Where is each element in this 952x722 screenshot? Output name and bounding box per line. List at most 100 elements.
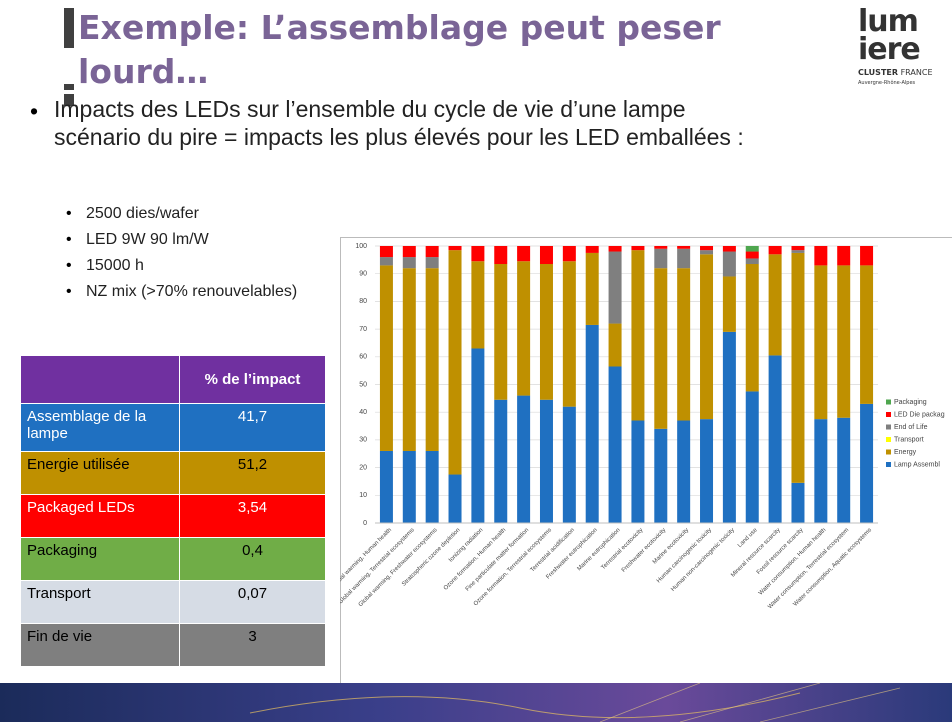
bar-segment <box>586 253 599 325</box>
bar-segment <box>609 252 622 324</box>
bar-segment <box>563 261 576 406</box>
bar-segment <box>654 246 667 249</box>
bullet: • <box>66 257 72 275</box>
bar-segment <box>609 366 622 523</box>
slide-title: Exemple: L’assemblage peut peser lourd… <box>78 6 818 94</box>
bar-segment <box>746 252 759 259</box>
bar-segment <box>426 451 439 523</box>
table-cell: 51,2 <box>180 452 326 495</box>
bar-segment <box>837 265 850 417</box>
bar-segment <box>426 257 439 268</box>
logo-text: CLUSTER <box>858 68 898 77</box>
bar-segment <box>746 258 759 264</box>
y-tick-label: 50 <box>359 381 367 388</box>
bar-segment <box>380 451 393 523</box>
bar-segment <box>746 264 759 391</box>
bar-segment <box>494 264 507 400</box>
bar-segment <box>791 246 804 250</box>
bar-segment <box>791 253 804 483</box>
y-tick-label: 90 <box>359 271 367 278</box>
legend-label: Energy <box>894 449 917 456</box>
bar-segment <box>723 246 736 252</box>
logo-text: iere <box>858 36 938 64</box>
bar-segment <box>631 421 644 523</box>
table-cell: 3 <box>180 624 326 667</box>
bar-segment <box>860 404 873 523</box>
y-tick-label: 20 <box>359 464 367 471</box>
y-tick-label: 10 <box>359 492 367 499</box>
bar-segment <box>403 257 416 268</box>
bar-segment <box>563 407 576 523</box>
legend-swatch <box>886 400 891 405</box>
bullet: • <box>66 205 72 223</box>
bar-segment <box>471 261 484 348</box>
table-cell: 0,07 <box>180 581 326 624</box>
bar-segment <box>540 400 553 523</box>
y-tick-label: 0 <box>363 520 367 527</box>
bar-segment <box>403 451 416 523</box>
bullet: • <box>30 98 38 125</box>
bar-segment <box>403 268 416 451</box>
bullet: • <box>66 231 72 249</box>
table-cell: Packaging <box>21 538 180 581</box>
bar-segment <box>723 276 736 331</box>
bar-segment <box>814 419 827 523</box>
legend-swatch <box>886 437 891 442</box>
bar-segment <box>837 418 850 523</box>
bar-segment <box>677 268 690 420</box>
legend-label: Lamp Assembl <box>894 461 940 468</box>
legend-swatch <box>886 412 891 417</box>
bar-segment <box>654 429 667 523</box>
bar-segment <box>723 332 736 523</box>
bar-segment <box>471 246 484 261</box>
bar-segment <box>791 483 804 523</box>
bar-segment <box>517 246 530 261</box>
bar-segment <box>723 252 736 277</box>
bar-segment <box>540 264 553 400</box>
slide: Exemple: L’assemblage peut peser lourd… … <box>0 0 952 722</box>
bar-segment <box>791 250 804 253</box>
title-mark <box>64 8 74 48</box>
bar-segment <box>769 246 782 254</box>
sub-bullet-text: 15000 h <box>86 257 144 275</box>
bar-segment <box>471 348 484 523</box>
table-cell: 41,7 <box>180 404 326 452</box>
bar-segment <box>563 246 576 261</box>
table-cell: Energie utilisée <box>21 452 180 495</box>
bar-segment <box>700 250 713 254</box>
logo-text: Auvergne-Rhône-Alpes <box>858 80 938 86</box>
bar-segment <box>746 246 759 252</box>
bar-segment <box>517 261 530 395</box>
legend-swatch <box>886 450 891 455</box>
table-cell: 0,4 <box>180 538 326 581</box>
bar-segment <box>769 355 782 523</box>
bar-segment <box>403 246 416 257</box>
bar-segment <box>631 246 644 250</box>
bar-segment <box>677 249 690 268</box>
bar-segment <box>746 391 759 523</box>
legend-swatch <box>886 462 891 467</box>
title-mark <box>64 84 74 90</box>
table-cell: 3,54 <box>180 495 326 538</box>
bar-segment <box>380 265 393 451</box>
table-header: % de l’impact <box>180 356 326 404</box>
bar-segment <box>654 249 667 268</box>
bar-segment <box>654 268 667 429</box>
table-cell: Fin de vie <box>21 624 180 667</box>
table-cell: Transport <box>21 581 180 624</box>
logo-text: FRANCE <box>901 68 933 77</box>
legend-label: End of Life <box>894 424 928 431</box>
bar-segment <box>449 250 462 474</box>
bar-segment <box>609 324 622 367</box>
y-tick-label: 30 <box>359 437 367 444</box>
bar-segment <box>677 421 690 523</box>
sub-bullet-text: LED 9W 90 lm/W <box>86 231 209 249</box>
legend-label: LED Die packag <box>894 411 945 418</box>
y-tick-label: 80 <box>359 298 367 305</box>
bar-segment <box>449 246 462 250</box>
table-cell: Assemblage de la lampe <box>21 404 180 452</box>
bar-segment <box>586 246 599 253</box>
